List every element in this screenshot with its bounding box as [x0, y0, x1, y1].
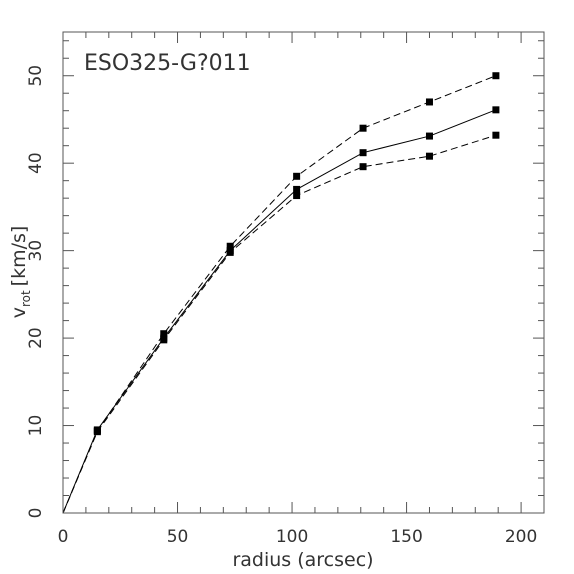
data-point	[492, 106, 500, 114]
series-line-3	[62, 134, 497, 514]
data-point	[359, 163, 367, 171]
series-lines	[62, 75, 497, 514]
y-axis-label-units: [km/s]	[8, 226, 30, 287]
data-point	[226, 242, 234, 250]
x-axis-label: radius (arcsec)	[232, 549, 373, 571]
data-point	[293, 192, 301, 200]
data-point	[293, 172, 301, 180]
data-point	[293, 185, 301, 193]
x-tick-label: 50	[167, 527, 189, 547]
data-point	[425, 152, 433, 160]
data-point	[160, 330, 168, 338]
y-tick-label: 30	[26, 240, 46, 262]
data-point	[425, 132, 433, 140]
axis-ticks	[62, 32, 545, 514]
plot-frame	[62, 31, 545, 514]
y-tick-label: 20	[26, 327, 46, 349]
data-point	[359, 149, 367, 157]
series-line-1	[62, 109, 497, 514]
data-point	[160, 336, 168, 344]
y-axis-label: vrot [km/s]	[8, 226, 33, 319]
data-point	[93, 428, 101, 436]
y-tick-label: 10	[26, 415, 46, 437]
svg-text:vrot[km/s]: vrot [km/s]	[8, 226, 33, 319]
data-point	[425, 98, 433, 106]
y-axis-label-subscript: rot	[19, 290, 33, 307]
y-tick-label: 0	[26, 508, 46, 519]
x-tick-label: 0	[58, 527, 69, 547]
x-tick-label: 100	[276, 527, 308, 547]
series-line-2	[62, 75, 497, 514]
data-markers	[93, 72, 500, 436]
data-point	[226, 248, 234, 256]
tick-labels: 0 50 100 150 200 0 10 20 30 40 50	[26, 65, 537, 547]
data-point	[492, 131, 500, 139]
y-tick-label: 50	[26, 65, 46, 87]
chart-title: ESO325-G?011	[84, 51, 251, 76]
data-point	[359, 124, 367, 132]
y-axis-label-symbol: v	[8, 307, 30, 318]
data-point	[492, 72, 500, 80]
x-tick-label: 200	[505, 527, 537, 547]
y-tick-label: 40	[26, 152, 46, 174]
x-tick-label: 150	[390, 527, 422, 547]
